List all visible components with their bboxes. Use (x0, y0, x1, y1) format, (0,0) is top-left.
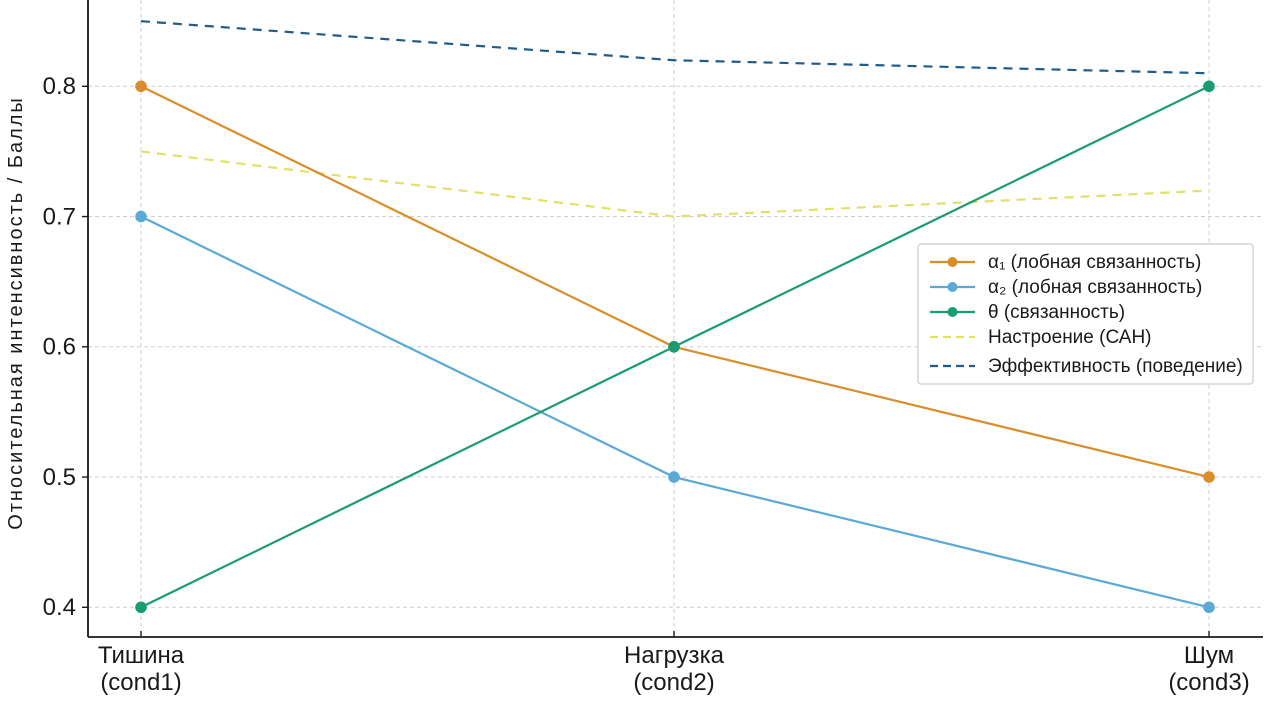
svg-text:θ (связанность): θ (связанность) (988, 302, 1125, 323)
svg-text:α₁ (лобная связанность): α₁ (лобная связанность) (988, 252, 1201, 273)
svg-text:0.5: 0.5 (43, 464, 76, 491)
svg-text:α₂ (лобная связанность): α₂ (лобная связанность) (988, 277, 1202, 298)
svg-text:Эффективность (поведение): Эффективность (поведение) (988, 356, 1243, 377)
svg-text:0.4: 0.4 (43, 594, 76, 621)
svg-text:Настроение (САН): Настроение (САН) (988, 327, 1152, 348)
svg-text:(cond1): (cond1) (100, 669, 181, 696)
svg-text:0.7: 0.7 (43, 203, 76, 230)
svg-text:Тишина: Тишина (98, 642, 185, 669)
svg-text:Относительная интенсивность /: Относительная интенсивность / Баллы (5, 96, 27, 530)
svg-text:0.8: 0.8 (43, 73, 76, 100)
svg-text:Нагрузка: Нагрузка (624, 642, 725, 669)
svg-text:Шум: Шум (1184, 642, 1234, 669)
svg-text:0.6: 0.6 (43, 334, 76, 361)
svg-text:(cond2): (cond2) (633, 669, 714, 696)
svg-text:(cond3): (cond3) (1168, 669, 1249, 696)
